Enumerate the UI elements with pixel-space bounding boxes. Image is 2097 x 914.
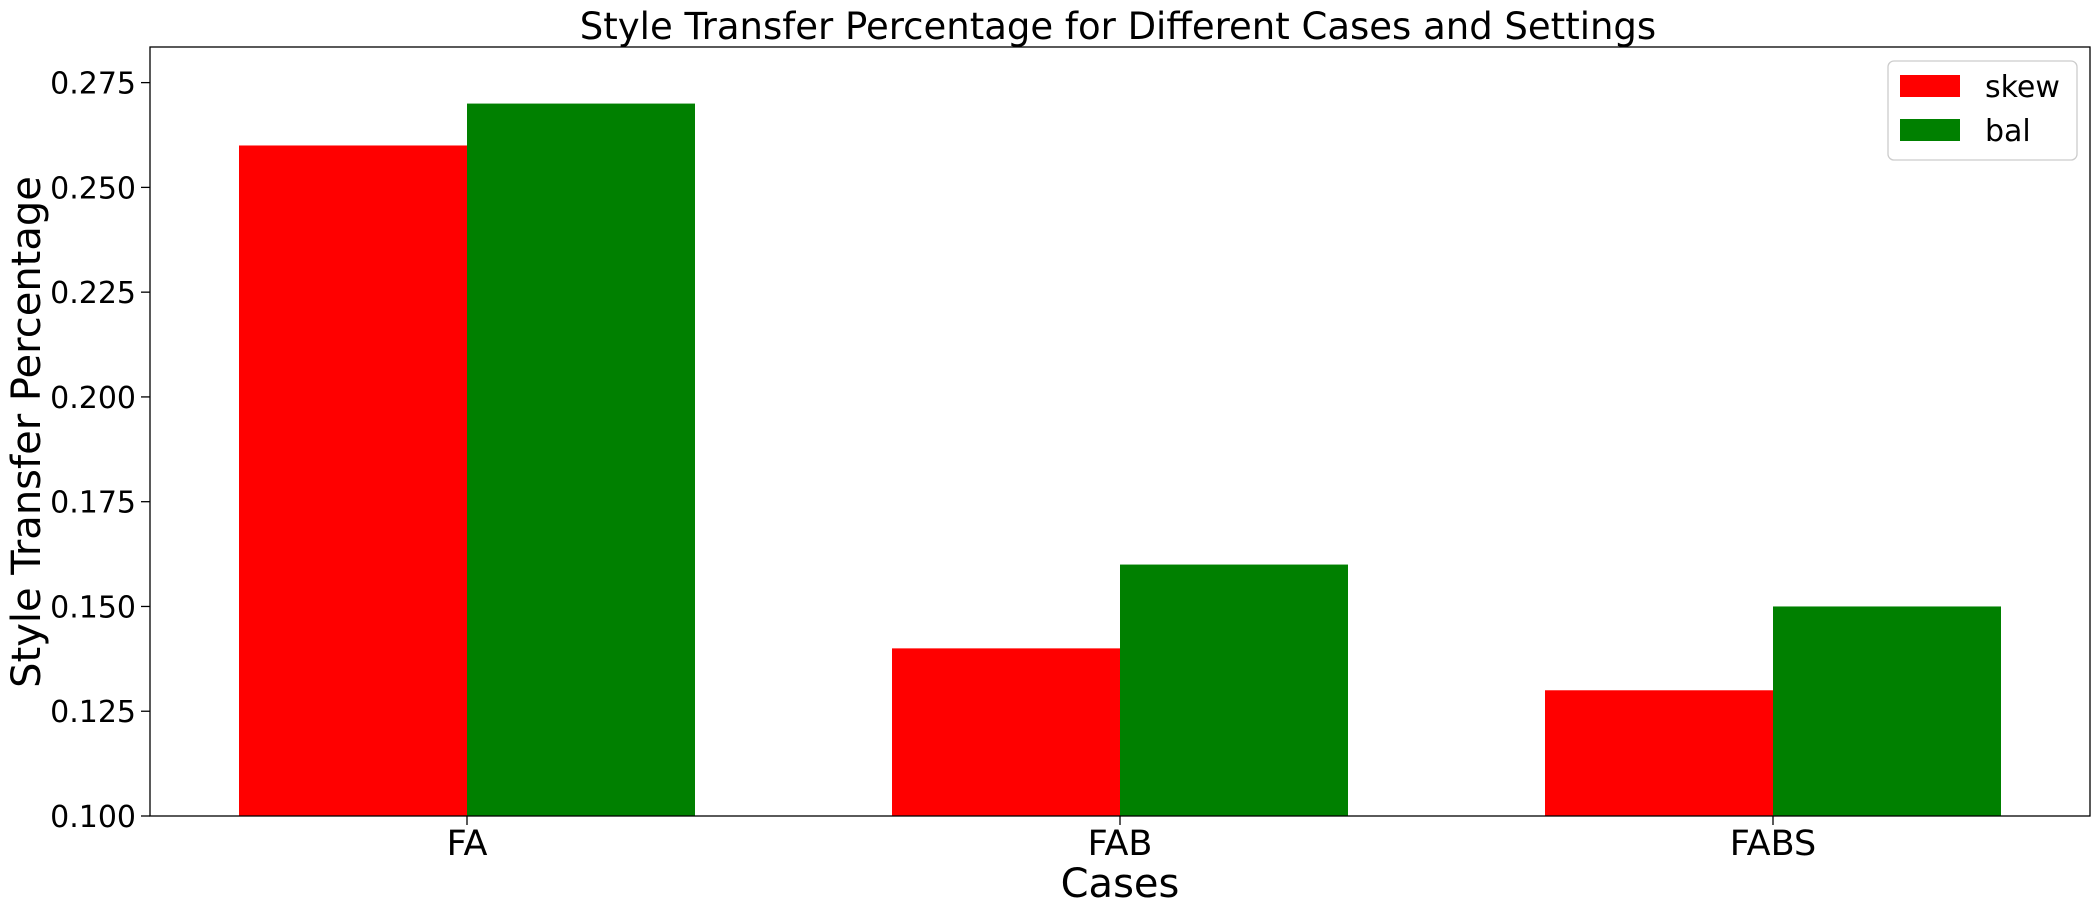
- x-tick-label: FABS: [1730, 824, 1816, 864]
- legend-entries: skew bal: [1900, 70, 2060, 149]
- y-axis-title: Style Transfer Percentage: [4, 176, 50, 688]
- y-tick-label: 0.100: [50, 800, 136, 835]
- bar-skew-fab: [892, 648, 1120, 816]
- chart-title: Style Transfer Percentage for Different …: [580, 5, 1656, 48]
- y-tick-label: 0.275: [50, 67, 136, 102]
- legend-label-bal: bal: [1985, 114, 2031, 149]
- y-tick-label: 0.150: [50, 590, 136, 625]
- legend-swatch-skew: [1900, 75, 1960, 97]
- y-tick-label: 0.125: [50, 695, 136, 730]
- bar-skew-fa: [239, 145, 467, 816]
- legend-label-skew: skew: [1985, 70, 2060, 105]
- x-axis-title: Cases: [1061, 861, 1180, 907]
- x-tick-label: FAB: [1088, 824, 1153, 864]
- y-tick-label: 0.175: [50, 486, 136, 521]
- bar-bal-fa: [467, 103, 695, 816]
- bar-bal-fab: [1120, 564, 1348, 816]
- bars-layer: [239, 103, 2001, 816]
- bar-skew-fabs: [1545, 690, 1773, 816]
- x-axis: FA FAB FABS: [447, 816, 1816, 864]
- legend: skew bal: [1887, 60, 2078, 161]
- x-tick-label: FA: [447, 824, 488, 864]
- legend-swatch-bal: [1900, 119, 1960, 141]
- y-tick-label: 0.225: [50, 276, 136, 311]
- bar-bal-fabs: [1773, 606, 2001, 816]
- y-tick-label: 0.250: [50, 171, 136, 206]
- y-axis: 0.100 0.125 0.150 0.175 0.200 0.225 0.250 0.275: [50, 67, 150, 835]
- y-tick-label: 0.200: [50, 381, 136, 416]
